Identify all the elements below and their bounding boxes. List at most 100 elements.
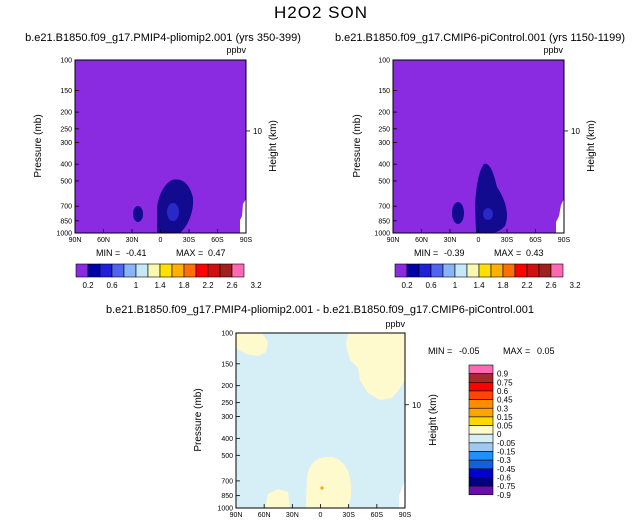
y-tick-label: 400	[221, 436, 233, 443]
panel-3-max-dot	[320, 486, 324, 490]
y-tick-label: 100	[221, 331, 233, 338]
y-tick-label: 500	[378, 178, 390, 185]
x-tick-label: 90N	[230, 512, 243, 519]
colorbar-swatch	[550, 263, 564, 278]
panel-2-ylabel-right: Height (km)	[586, 120, 597, 172]
panel-1-ylabel-right: Height (km)	[268, 120, 279, 172]
colorbar-label: 1.4	[154, 281, 166, 290]
panel-3-pos-left	[236, 333, 268, 356]
panel-3-surface	[399, 480, 405, 508]
colorbar-label: 0.6	[106, 281, 118, 290]
panel-3-pos-bottom-left	[265, 489, 290, 508]
panel-2-max: 0.43	[526, 248, 544, 258]
y-tick-label: 700	[221, 478, 233, 485]
panel-2-x-ticks: 90N 60N 30N 0 30S 60S 90S	[387, 229, 571, 244]
colorbar-swatch	[490, 263, 504, 278]
colorbar-swatch	[87, 263, 101, 278]
colorbar-swatch	[468, 381, 494, 392]
x-tick-label: 30N	[126, 237, 139, 244]
panel-3: b.e21.B1850.f09_g17.PMIP4-pliomip2.001 -…	[106, 304, 555, 519]
x-tick-label: 90S	[399, 512, 412, 519]
panel-1-x-ticks: 90N 60N 30N 0 30S 60S 90S	[69, 229, 253, 244]
colorbar-swatch	[195, 263, 209, 278]
y-tick-label: 400	[60, 162, 72, 169]
colorbar-swatch	[219, 263, 233, 278]
y-tick-label: 200	[60, 110, 72, 117]
colorbar-swatch	[468, 364, 494, 374]
panel-2-y-ticks: 100 150 200 250 300 400 500 700 850 1000	[374, 58, 397, 238]
colorbar-swatch	[514, 263, 528, 278]
colorbar-swatch	[468, 407, 494, 418]
colorbar-swatch	[430, 263, 444, 278]
colorbar-swatch	[442, 263, 456, 278]
x-tick-label: 90S	[558, 237, 571, 244]
colorbar-swatch	[207, 263, 221, 278]
y-tick-label: 300	[378, 140, 390, 147]
right-tick-label: 10	[412, 401, 421, 410]
colorbar-swatch	[468, 477, 494, 487]
colorbar-label: 2.2	[521, 281, 533, 290]
y-tick-label: 200	[221, 383, 233, 390]
colorbar-swatch	[171, 263, 185, 278]
colorbar-label: 0	[497, 430, 502, 439]
colorbar-label: 0.45	[497, 396, 513, 405]
colorbar-swatch	[99, 263, 113, 278]
panel-3-colorbar: 0.90.750.60.450.30.150.050-0.05-0.15-0.3…	[468, 364, 516, 500]
panel-1-blob-small	[133, 206, 143, 222]
colorbar-label: 3.2	[250, 281, 262, 290]
panel-3-max: 0.05	[537, 346, 555, 356]
colorbar-swatch	[468, 416, 494, 426]
colorbar-label: -0.45	[497, 465, 516, 474]
colorbar-swatch	[502, 263, 516, 278]
colorbar-swatch	[418, 263, 432, 278]
colorbar-swatch	[231, 263, 245, 278]
panel-2-title: b.e21.B1850.f09_g17.CMIP6-piControl.001 …	[335, 32, 625, 44]
panel-3-right-ticks: 10	[405, 401, 421, 410]
colorbar-swatch	[75, 263, 89, 278]
y-tick-label: 150	[378, 88, 390, 95]
panel-1-surface	[240, 199, 246, 233]
colorbar-label: 3.2	[569, 281, 581, 290]
y-tick-label: 1000	[56, 231, 72, 238]
panel-3-pos-lower	[306, 456, 352, 508]
colorbar-label: -0.05	[497, 439, 516, 448]
y-tick-label: 850	[378, 218, 390, 225]
x-tick-label: 60S	[529, 237, 542, 244]
colorbar-swatch	[123, 263, 137, 278]
panel-2-min-label: MIN =	[414, 248, 438, 258]
colorbar-label: 1.4	[473, 281, 485, 290]
figure-title: H2O2 SON	[274, 3, 368, 22]
y-tick-label: 100	[60, 58, 72, 65]
x-tick-label: 30N	[286, 512, 299, 519]
y-tick-label: 150	[221, 361, 233, 368]
y-tick-label: 200	[378, 110, 390, 117]
x-tick-label: 60S	[371, 512, 384, 519]
x-tick-label: 0	[477, 237, 481, 244]
colorbar-label: 2.6	[226, 281, 238, 290]
colorbar-swatch	[526, 263, 540, 278]
colorbar-label: 0.6	[425, 281, 437, 290]
panel-2-blob-large	[475, 163, 508, 233]
panel-3-pos-upper	[236, 333, 405, 400]
panel-2-max-label: MAX =	[494, 248, 521, 258]
y-tick-label: 250	[378, 126, 390, 133]
colorbar-label: 2.6	[545, 281, 557, 290]
y-tick-label: 1000	[374, 231, 390, 238]
colorbar-swatch	[406, 263, 420, 278]
panel-2-surface	[556, 199, 564, 233]
panel-3-ylabel-right: Height (km)	[428, 394, 439, 446]
panel-1-max-label: MAX =	[176, 248, 203, 258]
x-tick-label: 30S	[183, 237, 196, 244]
colorbar-swatch	[183, 263, 197, 278]
panel-2-colorbar: 0.2 0.6 1 1.4 1.8 2.2 2.6 3.2	[394, 263, 581, 290]
panel-3-max-label: MAX =	[503, 346, 530, 356]
y-tick-label: 500	[60, 178, 72, 185]
panel-2-ylabel: Pressure (mb)	[352, 114, 363, 177]
colorbar-swatch	[466, 263, 480, 278]
y-tick-label: 1000	[217, 506, 233, 513]
colorbar-swatch	[468, 399, 494, 409]
colorbar-label: 2.2	[202, 281, 214, 290]
panel-3-min-label: MIN =	[428, 346, 452, 356]
colorbar-label: -0.15	[497, 448, 516, 457]
colorbar-swatch	[394, 263, 408, 278]
